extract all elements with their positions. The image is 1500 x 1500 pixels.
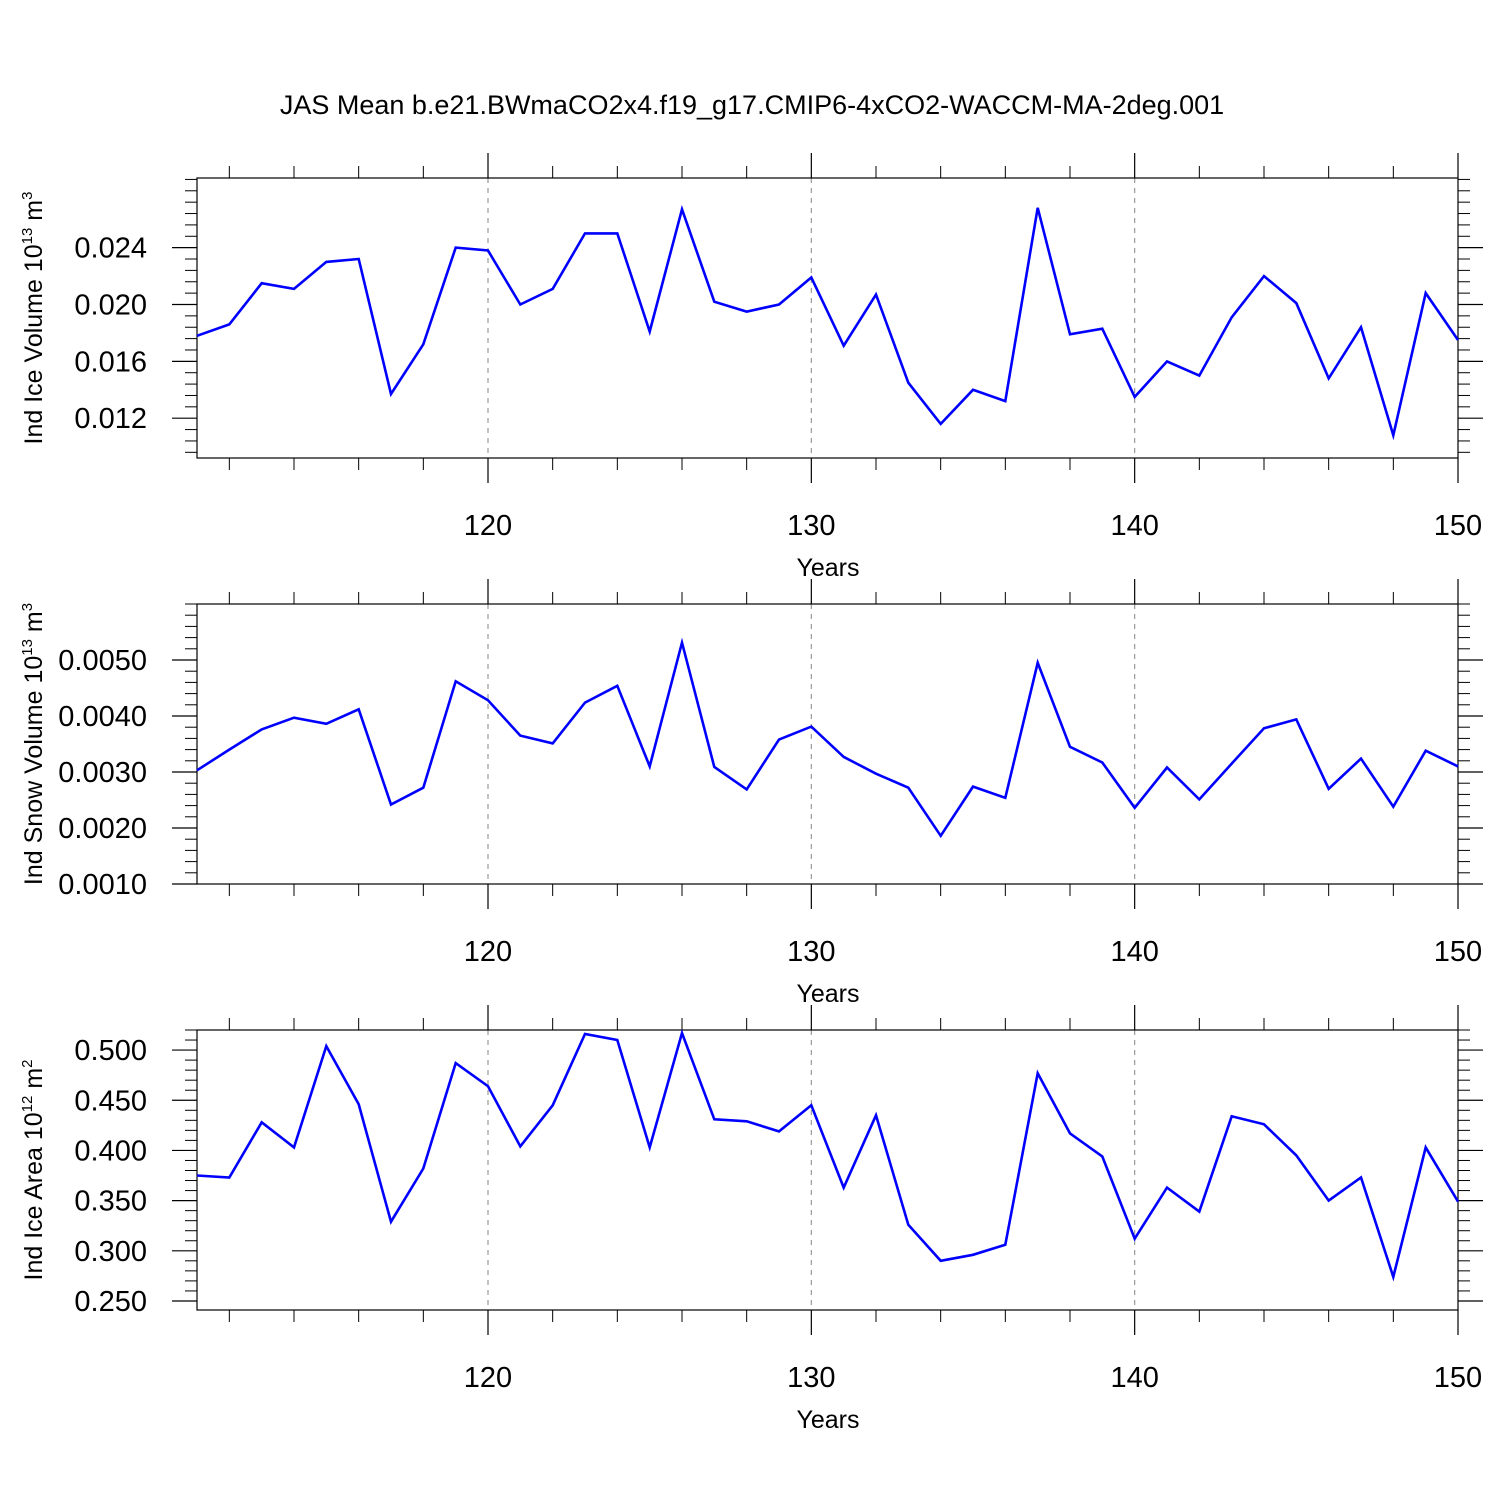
panel-1-y-tick-label: 0.012 [74, 403, 147, 435]
chart-title: JAS Mean b.e21.BWmaCO2x4.f19_g17.CMIP6-4… [280, 90, 1224, 120]
panel-3-y-tick-label: 0.300 [74, 1236, 147, 1268]
panel-2-y-tick-label: 0.0010 [58, 869, 147, 901]
panel-1-x-axis-label: Years [796, 554, 859, 582]
panel-2: 120 130 140 150 Years 0.0010 0.0020 0.0030 0.004… [19, 579, 1483, 1008]
panel-3-x-tick-label: 120 [464, 1362, 512, 1394]
panel-3-x-tick-label: 130 [787, 1362, 835, 1394]
panel-3-x-axis-label: Years [796, 1406, 859, 1434]
panel-2-y-tick-label: 0.0020 [58, 813, 147, 845]
panel-1-y-axis-label: Ind Ice Volume 1013 m3 [19, 192, 48, 445]
panel-3-plot-frame [196, 1029, 1459, 1311]
panel-1-x-tick-label: 120 [464, 510, 512, 542]
panel-2-y-tick-label: 0.0030 [58, 757, 147, 789]
panel-1-y-tick-label: 0.024 [74, 233, 147, 265]
panel-3-y-axis-label: Ind Ice Area 1012 m2 [19, 1060, 48, 1281]
panel-1-x-tick-label: 150 [1434, 510, 1482, 542]
panel-3-series-line [196, 1028, 1460, 1282]
panel-3-y-tick-label: 0.500 [74, 1035, 147, 1067]
panel-2-x-axis-label: Years [796, 980, 859, 1008]
panel-2-y-axis-label: Ind Snow Volume 1013 m3 [19, 603, 48, 885]
panels: 120 130 140 150 Years 0.012 0.016 0.020 0.024 Ind… [19, 153, 1483, 1434]
panel-1: 120 130 140 150 Years 0.012 0.016 0.020 0.024 Ind… [19, 153, 1483, 582]
panel-2-x-tick-label: 150 [1434, 936, 1482, 968]
panel-3-x-tick-label: 140 [1110, 1362, 1158, 1394]
panel-3-y-tick-label: 0.250 [74, 1286, 147, 1318]
panel-2-plot-frame [196, 603, 1459, 885]
panel-1-plot-frame [196, 177, 1459, 459]
panel-2-y-tick-label: 0.0040 [58, 701, 147, 733]
panel-3-y-tick-label: 0.350 [74, 1186, 147, 1218]
panel-1-y-tick-label: 0.016 [74, 346, 147, 378]
panel-3-y-tick-label: 0.450 [74, 1085, 147, 1117]
panel-3: 120 130 140 150 Years 0.250 0.300 0.350 0.400 0.4… [19, 1005, 1483, 1434]
panel-2-x-tick-label: 140 [1110, 936, 1158, 968]
panel-1-x-tick-label: 130 [787, 510, 835, 542]
panel-2-series-line [196, 637, 1459, 839]
panel-1-series-line [196, 204, 1460, 441]
panel-2-x-tick-label: 130 [787, 936, 835, 968]
panel-3-x-tick-label: 150 [1434, 1362, 1482, 1394]
panel-2-y-tick-label: 0.0050 [58, 645, 147, 677]
panel-1-y-tick-label: 0.020 [74, 289, 147, 321]
panel-3-y-tick-label: 0.400 [74, 1135, 147, 1167]
panel-2-x-tick-label: 120 [464, 936, 512, 968]
panel-1-x-tick-label: 140 [1110, 510, 1158, 542]
